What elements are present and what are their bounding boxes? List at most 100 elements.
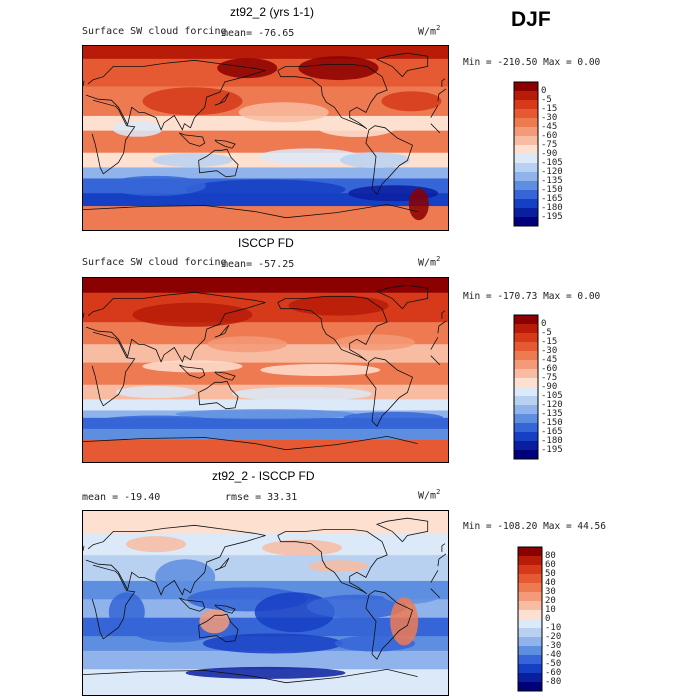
panel2-field-label: Surface SW cloud forcing: [82, 257, 227, 268]
colorbar-level-label: -75: [541, 139, 558, 150]
colorbar-swatch: [518, 673, 542, 682]
colorbar-level-label: 50: [545, 568, 556, 579]
colorbar-swatch: [514, 369, 538, 378]
colorbar-swatch: [518, 556, 542, 565]
colorbar-level-label: -150: [541, 184, 563, 195]
colorbar-level-label: -180: [541, 202, 563, 213]
colorbar-swatch: [514, 315, 538, 324]
colorbar-swatch: [514, 423, 538, 432]
map-field: [83, 278, 448, 462]
colorbar-level-label: -5: [541, 327, 552, 338]
colorbar-level-label: -165: [541, 426, 563, 437]
colorbar-swatch: [518, 664, 542, 673]
colorbar-swatch: [514, 109, 538, 118]
colorbar-level-label: 0: [545, 613, 551, 624]
colorbar-swatch: [514, 342, 538, 351]
colorbar-level-label: -135: [541, 408, 563, 419]
colorbar-level-label: 40: [545, 577, 556, 588]
colorbar-swatch: [514, 450, 538, 459]
colorbar-swatch: [518, 619, 542, 628]
colorbar-swatch: [514, 199, 538, 208]
colorbar-swatch: [514, 172, 538, 181]
colorbar-swatch: [518, 610, 542, 619]
colorbar-swatch: [518, 583, 542, 592]
colorbar-swatch: [514, 351, 538, 360]
colorbar-swatch: [514, 118, 538, 127]
colorbar-swatch: [514, 82, 538, 91]
colorbar-swatch: [518, 574, 542, 583]
colorbar-level-label: -90: [541, 381, 558, 392]
panel1-mean: mean= -76.65: [222, 28, 295, 39]
colorbar-level-label: -45: [541, 354, 558, 365]
colorbar-level-label: 30: [545, 586, 556, 597]
panel3-minmax: Min = -108.20 Max = 44.56: [463, 521, 606, 532]
colorbar-level-label: -90: [541, 148, 558, 159]
colorbar-level-label: -30: [541, 112, 558, 123]
colorbar-swatch: [514, 136, 538, 145]
colorbar-level-label: -15: [541, 103, 558, 114]
colorbar-swatch: [514, 154, 538, 163]
colorbar-level-label: 20: [545, 595, 556, 606]
panel1-minmax: Min = -210.50 Max = 0.00: [463, 57, 601, 68]
colorbar-swatch: [518, 646, 542, 655]
colorbar-swatches: [513, 314, 539, 460]
colorbar-level-label: -30: [545, 640, 562, 651]
colorbar-level-label: -180: [541, 435, 563, 446]
map-field: [83, 46, 448, 230]
colorbar-swatch: [518, 547, 542, 556]
colorbar-level-label: -195: [541, 444, 563, 455]
colorbar-level-label: 10: [545, 604, 556, 615]
colorbar-swatch: [518, 682, 542, 691]
colorbar-level-label: -20: [545, 631, 562, 642]
panel2-title: ISCCP FD: [238, 236, 294, 250]
panel2-minmax: Min = -170.73 Max = 0.00: [463, 291, 601, 302]
colorbar-swatch: [514, 91, 538, 100]
colorbar-level-label: -60: [541, 130, 558, 141]
panel2-units: W/m2: [418, 255, 441, 269]
panel2-map: [82, 277, 449, 463]
colorbar-swatch: [514, 324, 538, 333]
colorbar-level-label: -10: [545, 622, 562, 633]
colorbar-swatch: [514, 333, 538, 342]
panel3-units: W/m2: [418, 488, 441, 502]
colorbar-level-label: -40: [545, 649, 562, 660]
colorbar-level-label: -105: [541, 157, 563, 168]
colorbar-level-label: -30: [541, 345, 558, 356]
colorbar-level-label: -120: [541, 166, 563, 177]
panel3-rmse: rmse = 33.31: [225, 492, 298, 503]
colorbar-level-label: -60: [541, 363, 558, 374]
panel2-mean: mean= -57.25: [222, 259, 295, 270]
colorbar-level-label: -60: [545, 667, 562, 678]
colorbar-swatch: [514, 432, 538, 441]
colorbar-level-label: -45: [541, 121, 558, 132]
panel1-field-label: Surface SW cloud forcing: [82, 26, 227, 37]
colorbar-level-label: -5: [541, 94, 552, 105]
colorbar-level-label: -120: [541, 399, 563, 410]
colorbar-swatch: [518, 628, 542, 637]
colorbar-swatch: [514, 405, 538, 414]
colorbar-level-label: 60: [545, 559, 556, 570]
colorbar-swatch: [518, 592, 542, 601]
colorbar-swatch: [514, 414, 538, 423]
colorbar-level-label: -75: [541, 372, 558, 383]
colorbar-level-label: -135: [541, 175, 563, 186]
panel1-units: W/m2: [418, 24, 441, 38]
colorbar-level-label: -15: [541, 336, 558, 347]
panel3-map: [82, 510, 449, 696]
colorbar-swatch: [518, 655, 542, 664]
colorbar-level-label: 80: [545, 550, 556, 561]
colorbar-swatch: [518, 637, 542, 646]
colorbar-swatch: [514, 441, 538, 450]
colorbar-swatch: [514, 387, 538, 396]
colorbar-level-label: 0: [541, 318, 547, 329]
map-field: [83, 511, 448, 695]
panel1-map: [82, 45, 449, 231]
panel3-title: zt92_2 - ISCCP FD: [212, 469, 315, 483]
colorbar-level-label: -105: [541, 390, 563, 401]
colorbar-swatches: [513, 81, 539, 227]
colorbar-swatch: [514, 145, 538, 154]
colorbar-swatch: [514, 217, 538, 226]
colorbar-swatch: [514, 208, 538, 217]
colorbar-swatch: [518, 565, 542, 574]
colorbar-swatch: [514, 181, 538, 190]
